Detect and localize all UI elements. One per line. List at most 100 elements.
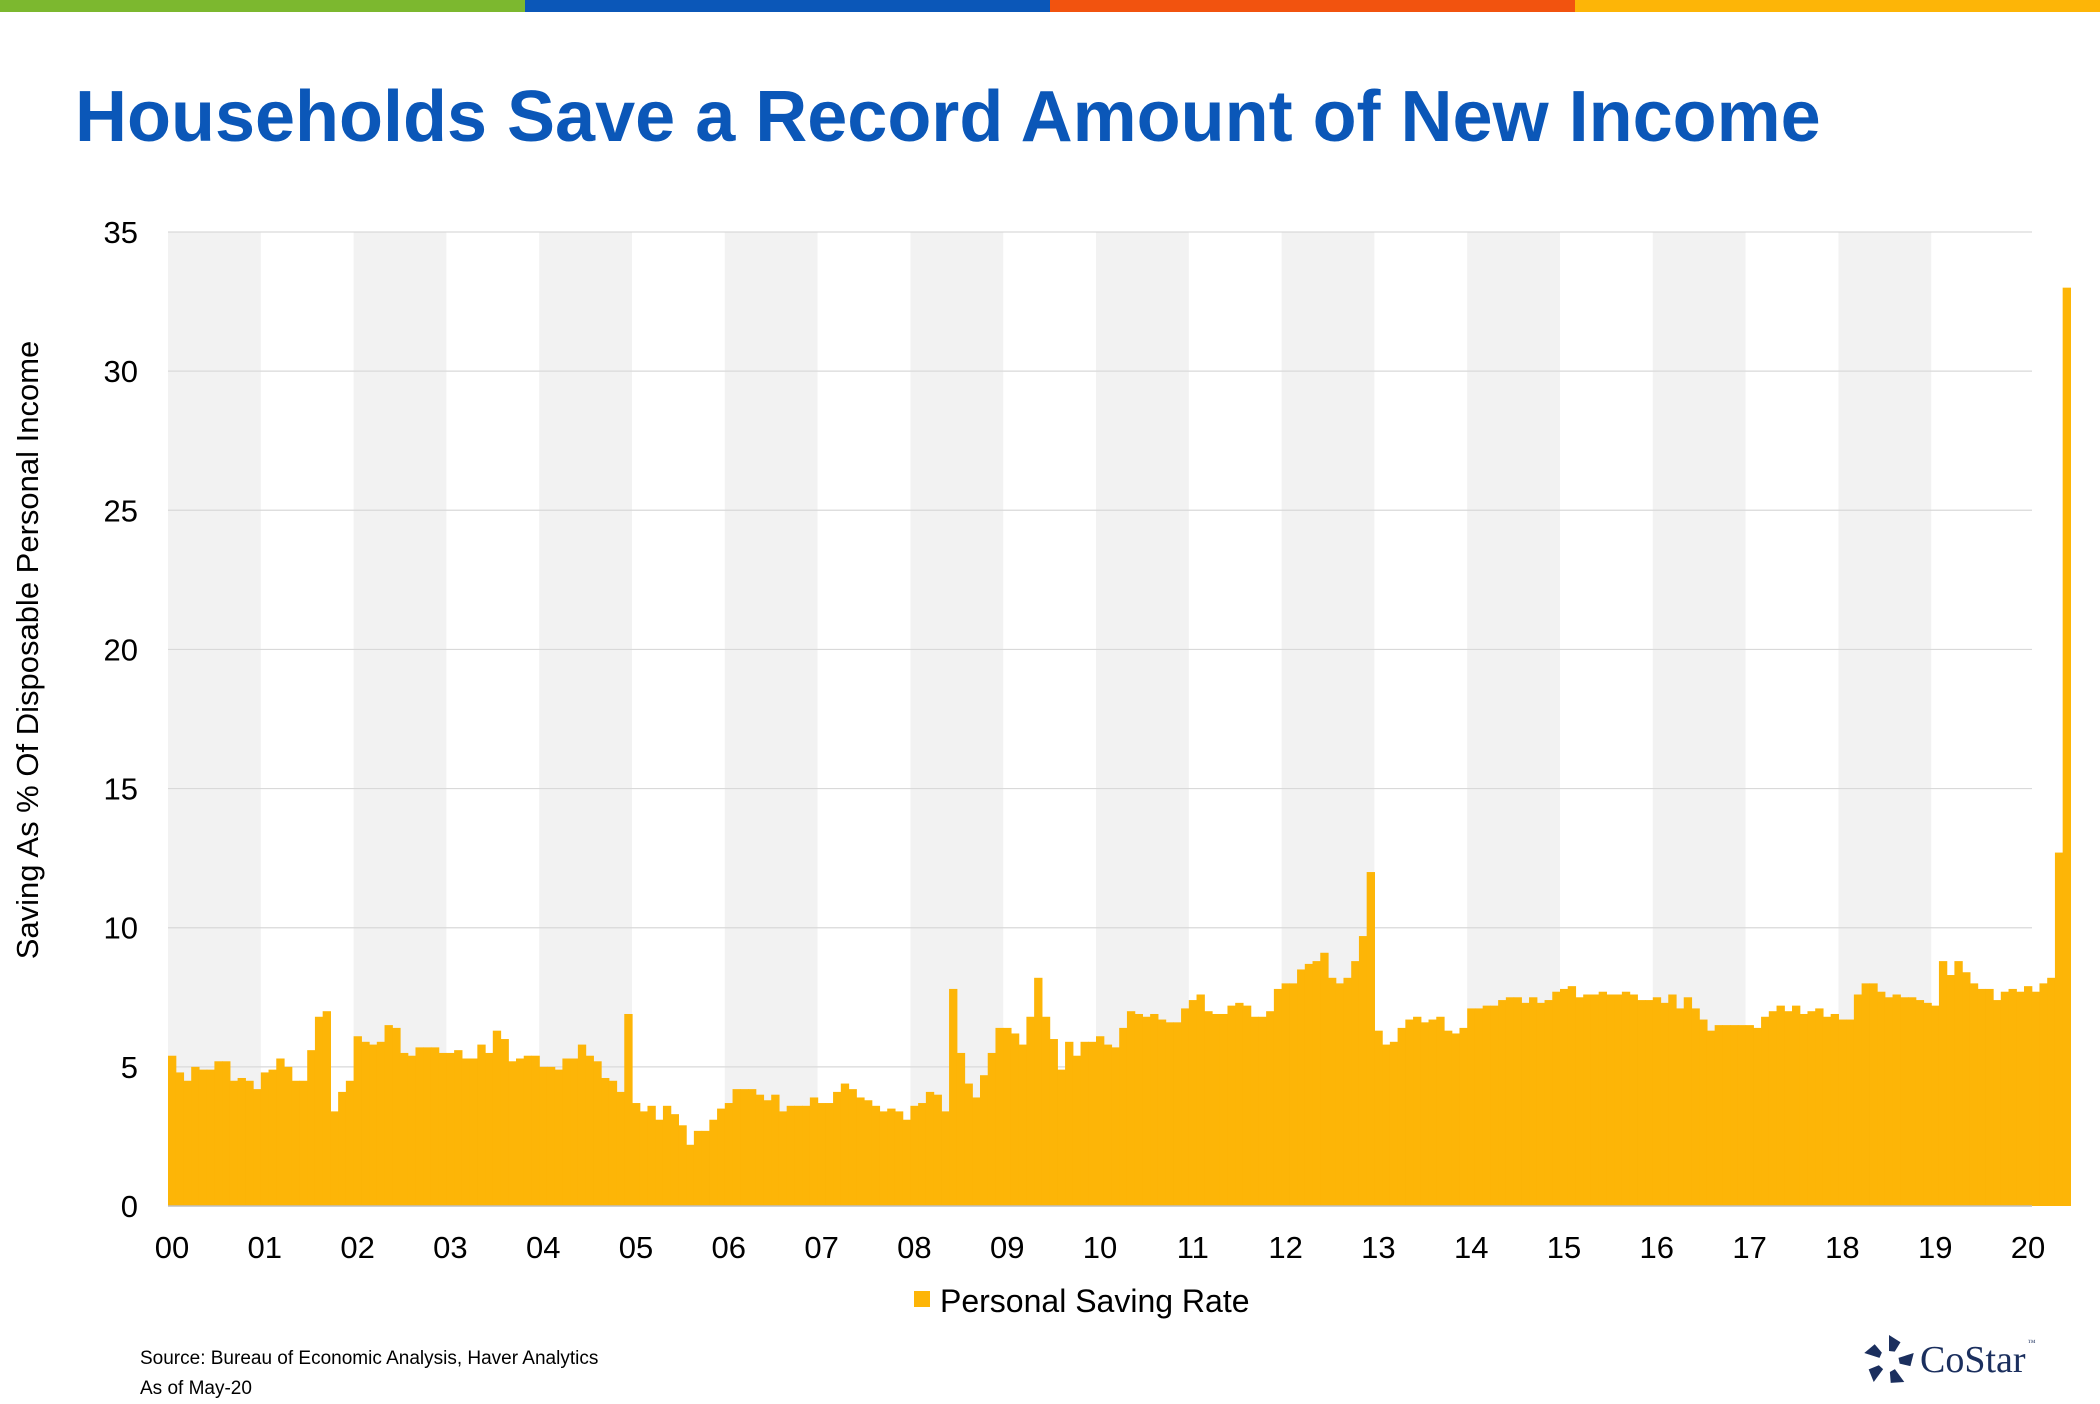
strip-orange [1050,0,1575,12]
bar [400,1052,409,1206]
bar [778,1111,788,1206]
bar [546,1066,556,1206]
bar [1938,961,1948,1206]
bar [415,1047,424,1206]
y-tick-label: 30 [104,354,138,389]
bar [1977,988,1986,1206]
bar [740,1089,749,1206]
bar [1583,994,1592,1206]
x-tick-label: 05 [619,1230,653,1265]
bar [392,1027,401,1206]
bar [1815,1008,1824,1206]
y-tick-label: 15 [104,772,138,807]
bar [894,1111,904,1206]
x-tick-label: 02 [340,1230,374,1265]
bar [1521,1002,1530,1206]
bar [802,1105,811,1206]
bar [1242,1005,1252,1206]
as-of-line: As of May-20 [140,1378,252,1399]
bar [1343,977,1352,1206]
costar-star-icon [1864,1335,1914,1383]
bar [1621,991,1631,1206]
bar [1784,1011,1793,1206]
color-strip [0,0,2100,12]
bar [1351,961,1360,1206]
x-tick-label: 16 [1640,1230,1674,1265]
bar [732,1089,741,1206]
bar [1459,1027,1468,1206]
bar [562,1058,571,1206]
bar [1629,994,1638,1206]
source-note: Source: Bureau of Economic Analysis, Hav… [140,1344,598,1404]
bar [1676,1008,1685,1206]
bar [1691,1008,1700,1206]
x-tick-label: 04 [526,1230,560,1265]
bar [972,1097,981,1206]
bar [647,1105,656,1206]
bar [1699,1019,1708,1206]
bar [871,1105,881,1206]
y-tick-label: 10 [104,911,138,946]
bar [1861,983,1870,1206]
x-tick-label: 01 [248,1230,282,1265]
bar [1830,1013,1839,1206]
bar [1057,1069,1066,1206]
bar [1150,1013,1159,1206]
bar [1737,1025,1747,1206]
bar [1080,1041,1089,1206]
bar [1838,1019,1847,1206]
bar [1645,1000,1654,1206]
x-tick-label: 14 [1454,1230,1488,1265]
bar [291,1080,301,1206]
costar-logo: CoStar ™ [1862,1330,2062,1390]
x-tick-label: 13 [1361,1230,1395,1265]
bar [1034,977,1043,1206]
bar [639,1111,649,1206]
bar [879,1111,888,1206]
bar [322,1011,331,1206]
y-tick-label: 35 [104,215,138,250]
x-tick-label: 11 [1177,1230,1209,1265]
bar [763,1100,772,1206]
bar [1235,1002,1244,1206]
bar [1389,1041,1399,1206]
bar [1776,1005,1785,1206]
bar [1513,997,1522,1206]
bar [500,1039,509,1206]
bar [508,1061,517,1206]
year-shade-band [539,232,632,1206]
bar [369,1044,378,1206]
bar [662,1105,672,1206]
y-axis-label: Saving As % Of Disposable Personal Incom… [10,341,45,960]
bar [523,1055,533,1206]
bar [446,1052,455,1206]
bar [1544,1000,1553,1206]
bar [593,1061,602,1206]
bar [1010,1033,1020,1206]
bar [941,1111,950,1206]
bar [1753,1027,1762,1206]
bar [585,1055,594,1206]
x-tick-label: 20 [2011,1230,2045,1265]
bar [2047,977,2056,1206]
bar [1946,975,1955,1206]
bar [1846,1019,1855,1206]
bar [1575,997,1584,1206]
strip-green [0,0,525,12]
bar [570,1058,579,1206]
bar [1706,1030,1716,1206]
legend-swatch [914,1291,930,1307]
bar [469,1058,478,1206]
bar [1304,963,1314,1206]
source-line: Source: Bureau of Economic Analysis, Hav… [140,1348,599,1369]
bar [995,1027,1004,1206]
bar [1536,1002,1546,1206]
bar [284,1066,293,1206]
bar [531,1055,540,1206]
bar [168,1055,177,1206]
bar [1281,983,1290,1206]
x-tick-label: 08 [897,1230,931,1265]
bar [1273,988,1283,1206]
bar [1598,991,1607,1206]
